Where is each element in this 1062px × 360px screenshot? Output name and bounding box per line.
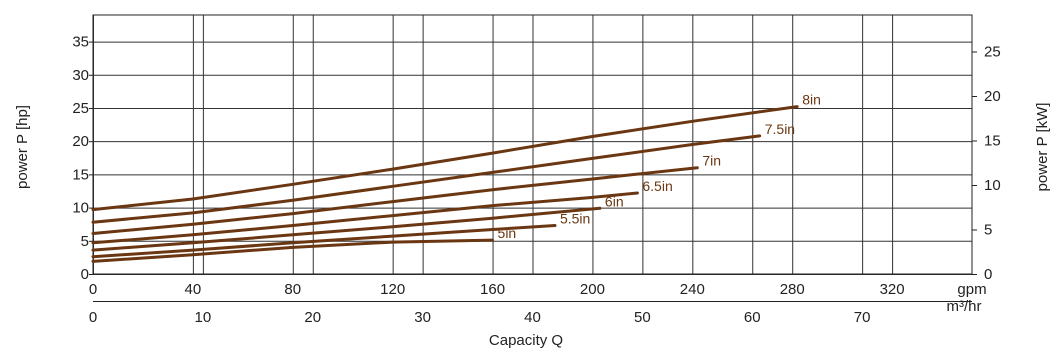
x-gpm-tick-label: 200 (580, 281, 605, 298)
y-axis-title-left: power P [hp] (14, 105, 31, 189)
y-kw-tick-label: 0 (984, 266, 992, 283)
power-curve-5in (91, 238, 494, 263)
x-gpm-tick-label: 120 (380, 281, 405, 298)
curve-label-5-5in: 5.5in (560, 211, 590, 227)
y-hp-tick-label: 30 (72, 67, 89, 84)
y-axis-title-right: power P [kW] (1034, 103, 1051, 192)
x-m3hr-tick-label: 30 (414, 309, 431, 326)
x-m3hr-tick-label: 10 (195, 309, 212, 326)
power-curves (91, 105, 799, 263)
y-kw-tick-label: 25 (984, 43, 1001, 60)
x-m3hr-unit-label: m³/hr (947, 298, 982, 315)
x-m3hr-tick-label: 40 (524, 309, 541, 326)
x-gpm-tick-label: 0 (89, 281, 97, 298)
x-gpm-unit-label: gpm (957, 281, 986, 298)
x-gpm-tick-label: 320 (880, 281, 905, 298)
y-hp-tick-label: 25 (72, 100, 89, 117)
x-m3hr-tick-label: 0 (89, 309, 97, 326)
curve-label-7in: 7in (702, 153, 721, 169)
x-m3hr-tick-label: 60 (744, 309, 761, 326)
power-curve-6-5in (91, 191, 639, 245)
y-kw-tick-label: 15 (984, 132, 1001, 149)
y-kw-tick-label: 10 (984, 177, 1001, 194)
y-hp-tick-label: 35 (72, 34, 89, 51)
x-m3hr-tick-label: 70 (854, 309, 871, 326)
curve-label-6in: 6in (605, 193, 624, 209)
curve-labels: 8in 7.5in 7in 6.5in 6in 5.5in 5in (498, 92, 821, 241)
y-kw-tick-label: 20 (984, 88, 1001, 105)
x-gpm-tick-label: 280 (780, 281, 805, 298)
y-hp-tick-label: 10 (72, 200, 89, 217)
y-hp-tick-label: 5 (81, 233, 89, 250)
power-curve-7in (91, 166, 699, 235)
y-hp-tick-label: 20 (72, 133, 89, 150)
y-hp-tick-label: 15 (72, 166, 89, 183)
x-gpm-tick-label: 80 (284, 281, 301, 298)
x-gpm-tick-label: 240 (680, 281, 705, 298)
power-curve-8in (91, 105, 799, 212)
x-axis-title: Capacity Q (489, 332, 563, 349)
y-hp-tick-label: 0 (81, 266, 89, 283)
curve-label-6-5in: 6.5in (642, 178, 672, 194)
curve-label-8in: 8in (802, 92, 821, 108)
grid (93, 15, 972, 275)
power-curve-5-5in (91, 224, 557, 259)
x-gpm-tick-label: 40 (185, 281, 202, 298)
power-curve-6in (91, 206, 602, 252)
x-gpm-tick-label: 160 (480, 281, 505, 298)
x-m3hr-tick-label: 50 (634, 309, 651, 326)
plot-frame (92, 14, 973, 275)
x-m3hr-tick-label: 20 (304, 309, 321, 326)
curve-label-7-5in: 7.5in (765, 121, 795, 137)
power-curve-7-5in (91, 134, 762, 224)
y-kw-tick-label: 5 (984, 221, 992, 238)
curve-label-5in: 5in (498, 225, 517, 241)
